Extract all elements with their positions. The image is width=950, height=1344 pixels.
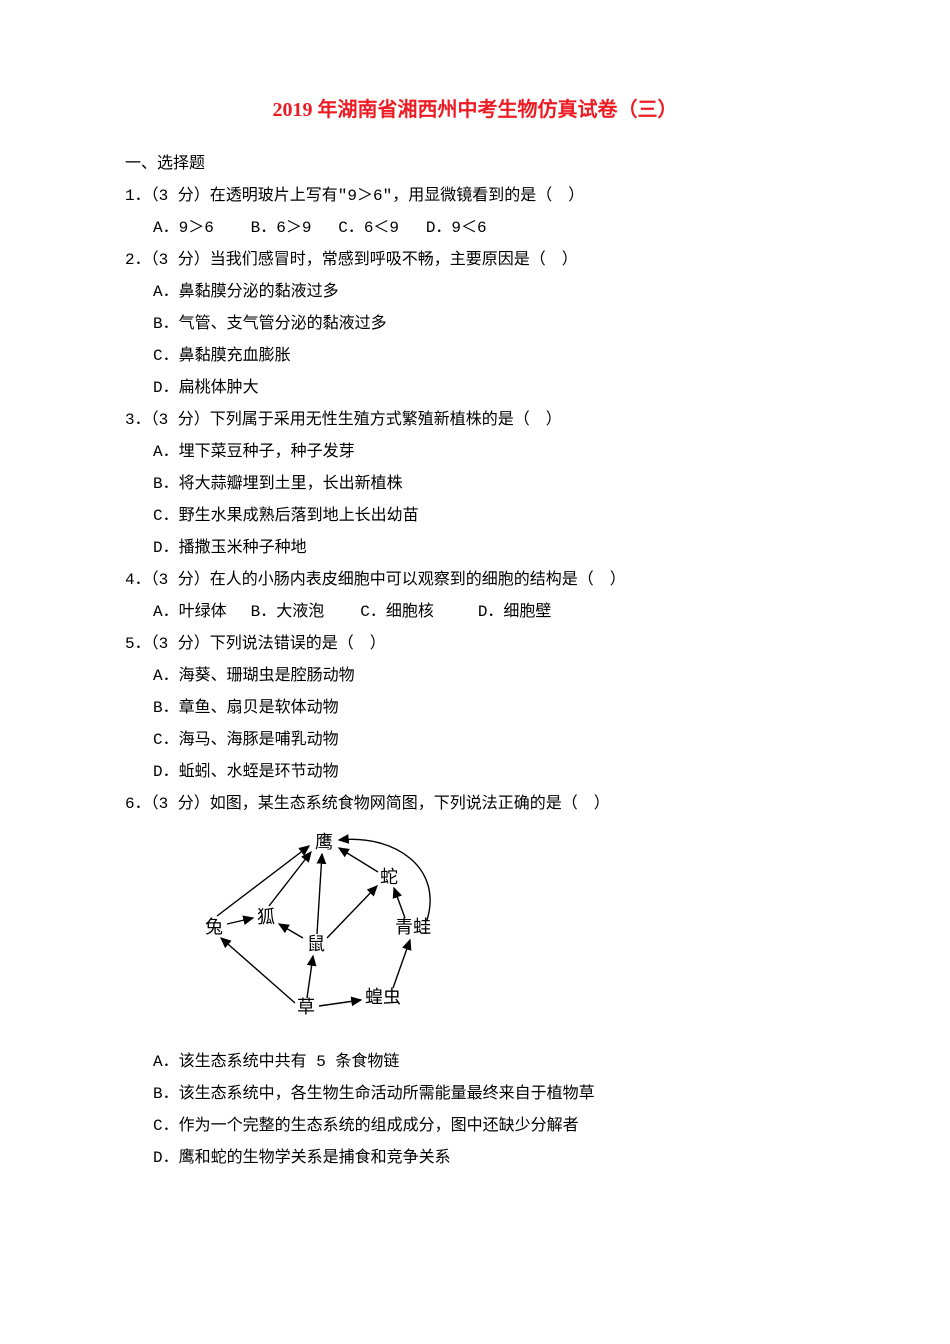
node-eagle: 鹰 [315, 832, 333, 852]
question-stem: 2．（3 分）当我们感冒时，常感到呼吸不畅，主要原因是（ ） [125, 244, 825, 276]
edge [319, 1000, 361, 1006]
option-c: C．野生水果成熟后落到地上长出幼苗 [125, 500, 825, 532]
node-fox: 狐 [257, 907, 275, 927]
question-4: 4．（3 分）在人的小肠内表皮细胞中可以观察到的细胞的结构是（ ） A．叶绿体 … [125, 564, 825, 628]
node-frog: 青蛙 [395, 917, 431, 937]
option-b: B．章鱼、扇贝是软体动物 [125, 692, 825, 724]
edge [327, 886, 377, 938]
node-grass: 草 [297, 997, 315, 1017]
question-3: 3．（3 分）下列属于采用无性生殖方式繁殖新植株的是（ ） A．埋下菜豆种子，种… [125, 404, 825, 564]
edge [339, 848, 378, 872]
option-c: C．细胞核 [360, 596, 468, 628]
option-a: A．该生态系统中共有 5 条食物链 [125, 1046, 825, 1078]
edge [307, 956, 313, 998]
options-row: A．叶绿体 B．大液泡 C．细胞核 D．细胞壁 [125, 596, 825, 628]
option-a: A．海葵、珊瑚虫是腔肠动物 [125, 660, 825, 692]
node-mouse: 鼠 [307, 934, 325, 954]
option-b: B．6＞9 [251, 212, 329, 244]
option-b: B．大液泡 [251, 596, 351, 628]
node-locust: 蝗虫 [365, 987, 401, 1007]
food-web-diagram: 鹰 蛇 青蛙 蝗虫 草 鼠 狐 兔 [125, 828, 825, 1028]
question-stem: 4．（3 分）在人的小肠内表皮细胞中可以观察到的细胞的结构是（ ） [125, 564, 825, 596]
question-2: 2．（3 分）当我们感冒时，常感到呼吸不畅，主要原因是（ ） A．鼻黏膜分泌的黏… [125, 244, 825, 404]
question-1: 1．（3 分）在透明玻片上写有"9＞6"，用显微镜看到的是（ ） A．9＞6 B… [125, 180, 825, 244]
edge [221, 938, 295, 1003]
question-stem: 3．（3 分）下列属于采用无性生殖方式繁殖新植株的是（ ） [125, 404, 825, 436]
option-d: D．扁桃体肿大 [125, 372, 825, 404]
option-b: B．该生态系统中，各生物生命活动所需能量最终来自于植物草 [125, 1078, 825, 1110]
edge [227, 918, 253, 924]
option-a: A．鼻黏膜分泌的黏液过多 [125, 276, 825, 308]
question-6: 6．（3 分）如图，某生态系统食物网简图，下列说法正确的是（ ） 鹰 蛇 青蛙 … [125, 788, 825, 1174]
edge [393, 940, 410, 988]
section-heading: 一、选择题 [125, 148, 825, 180]
option-a: A．叶绿体 [153, 596, 241, 628]
options-row: A．9＞6 B．6＞9 C．6＜9 D．9＜6 [125, 212, 825, 244]
option-a: A．埋下菜豆种子，种子发芽 [125, 436, 825, 468]
edge [217, 846, 309, 916]
option-c: C．作为一个完整的生态系统的组成成分，图中还缺少分解者 [125, 1110, 825, 1142]
food-web-svg: 鹰 蛇 青蛙 蝗虫 草 鼠 狐 兔 [195, 828, 465, 1028]
edge [394, 888, 405, 918]
page: 2019 年湖南省湘西州中考生物仿真试卷（三） 一、选择题 1．（3 分）在透明… [0, 0, 950, 1264]
option-b: B．气管、支气管分泌的黏液过多 [125, 308, 825, 340]
exam-title: 2019 年湖南省湘西州中考生物仿真试卷（三） [125, 90, 825, 130]
option-d: D．鹰和蛇的生物学关系是捕食和竞争关系 [125, 1142, 825, 1174]
question-stem: 5．（3 分）下列说法错误的是（ ） [125, 628, 825, 660]
option-c: C．海马、海豚是哺乳动物 [125, 724, 825, 756]
option-d: D．9＜6 [426, 212, 487, 244]
option-d: D．细胞壁 [478, 596, 552, 628]
option-d: D．播撒玉米种子种地 [125, 532, 825, 564]
edge [317, 854, 322, 934]
node-rabbit: 兔 [205, 917, 223, 937]
question-5: 5．（3 分）下列说法错误的是（ ） A．海葵、珊瑚虫是腔肠动物 B．章鱼、扇贝… [125, 628, 825, 788]
option-a: A．9＞6 [153, 212, 241, 244]
node-snake: 蛇 [380, 867, 398, 887]
question-stem: 1．（3 分）在透明玻片上写有"9＞6"，用显微镜看到的是（ ） [125, 180, 825, 212]
option-c: C．6＜9 [338, 212, 416, 244]
question-stem: 6．（3 分）如图，某生态系统食物网简图，下列说法正确的是（ ） [125, 788, 825, 820]
option-d: D．蚯蚓、水蛭是环节动物 [125, 756, 825, 788]
option-b: B．将大蒜瓣埋到土里，长出新植株 [125, 468, 825, 500]
edge [279, 924, 303, 938]
option-c: C．鼻黏膜充血膨胀 [125, 340, 825, 372]
